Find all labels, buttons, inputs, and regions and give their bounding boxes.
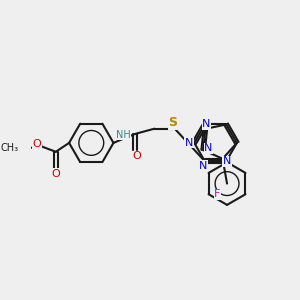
Text: S: S bbox=[169, 116, 178, 129]
Text: N: N bbox=[185, 138, 193, 148]
Text: O: O bbox=[51, 169, 60, 179]
Text: O: O bbox=[132, 151, 141, 161]
Text: N: N bbox=[202, 119, 210, 129]
Text: N: N bbox=[204, 143, 213, 153]
Text: CH₃: CH₃ bbox=[0, 143, 19, 153]
Text: NH: NH bbox=[116, 130, 130, 140]
Text: N: N bbox=[223, 156, 231, 167]
Text: F: F bbox=[214, 189, 221, 199]
Text: O: O bbox=[33, 139, 41, 149]
Text: N: N bbox=[199, 161, 207, 171]
